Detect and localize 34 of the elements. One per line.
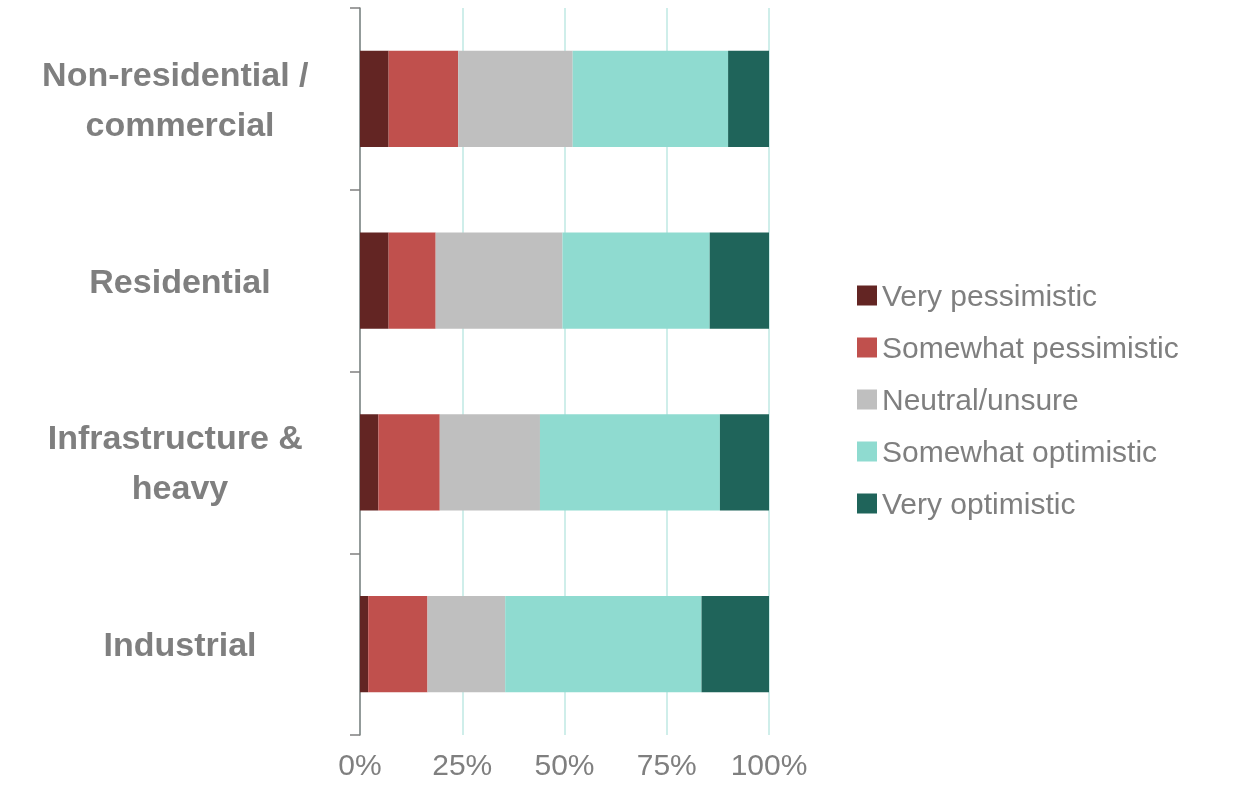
bar <box>562 232 710 329</box>
legend-label: Somewhat pessimistic <box>882 331 1179 364</box>
bar <box>360 595 369 693</box>
x-tick-label: 25% <box>432 747 493 781</box>
bar <box>505 595 702 693</box>
bar <box>728 50 769 148</box>
legend-label: Neutral/unsure <box>882 383 1079 416</box>
bar <box>427 595 506 693</box>
y-tick-label: Industrial <box>103 625 257 664</box>
x-tick-label: 75% <box>636 747 697 781</box>
bar <box>360 414 379 511</box>
bar <box>701 595 769 693</box>
bar <box>539 414 720 511</box>
bar <box>388 50 459 148</box>
bar <box>458 50 573 148</box>
x-tick-label: 50% <box>534 747 595 781</box>
bar <box>719 414 769 511</box>
legend-label: Very optimistic <box>882 487 1076 520</box>
bar <box>360 232 389 329</box>
bar <box>572 50 729 148</box>
bar <box>709 232 769 329</box>
bar <box>378 414 440 511</box>
x-tick-label: 0% <box>338 747 382 781</box>
y-tick-label: Infrastructure & heavy <box>47 418 313 507</box>
y-tick-label: Residential <box>89 261 271 300</box>
bar <box>360 50 389 148</box>
bar <box>435 232 563 329</box>
legend-label: Somewhat optimistic <box>882 435 1158 468</box>
x-tick-label: 100% <box>730 747 808 781</box>
legend-label: Very pessimistic <box>882 279 1098 312</box>
bar <box>368 595 428 693</box>
bar <box>388 232 436 329</box>
y-tick-label: Non-residential / commercial <box>42 54 318 143</box>
bar <box>439 414 540 511</box>
